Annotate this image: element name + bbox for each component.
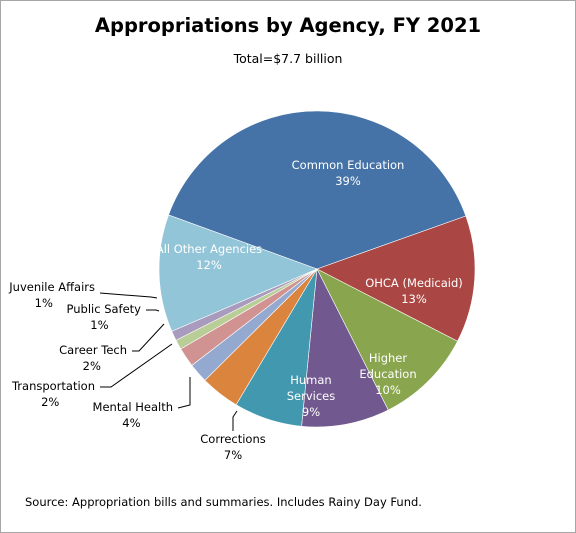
data-label-mental-health: Mental Health 4% bbox=[93, 400, 173, 430]
data-label-common-education: Common Education 39% bbox=[292, 158, 405, 188]
pie-slice-human-services bbox=[301, 267, 389, 428]
leader-line-corrections bbox=[232, 410, 238, 431]
leader-line-career-tech bbox=[132, 323, 165, 352]
chart-source-note: Source: Appropriation bills and summarie… bbox=[25, 495, 422, 509]
leader-line-transportation bbox=[100, 343, 173, 388]
data-label-ohca-medicaid: OHCA (Medicaid) 13% bbox=[365, 276, 463, 306]
leader-line-juvenile-affairs bbox=[99, 292, 158, 299]
pie-slice-common-education bbox=[168, 110, 467, 270]
pie-slice-ohca-medicaid bbox=[316, 215, 476, 342]
data-label-human-services: Human Services 9% bbox=[287, 373, 336, 419]
chart-subtitle: Total=$7.7 billion bbox=[233, 51, 343, 66]
data-label-corrections: Corrections 7% bbox=[200, 432, 266, 462]
leader-line-public-safety bbox=[146, 309, 160, 312]
leader-line-mental-health bbox=[177, 377, 191, 409]
data-label-transportation: Transportation 2% bbox=[11, 379, 95, 409]
pie-slice-higher-education bbox=[316, 268, 458, 411]
pie-slice-all-other-agencies bbox=[158, 214, 318, 332]
data-label-career-tech: Career Tech 2% bbox=[59, 343, 127, 373]
data-label-all-other-agencies: All Other Agencies 12% bbox=[156, 242, 262, 272]
data-label-higher-education: Higher Education 10% bbox=[359, 351, 416, 397]
data-label-juvenile-affairs: Juvenile Affairs 1% bbox=[8, 280, 95, 310]
chart-title: Appropriations by Agency, FY 2021 bbox=[94, 14, 482, 37]
data-label-public-safety: Public Safety 1% bbox=[67, 302, 142, 332]
